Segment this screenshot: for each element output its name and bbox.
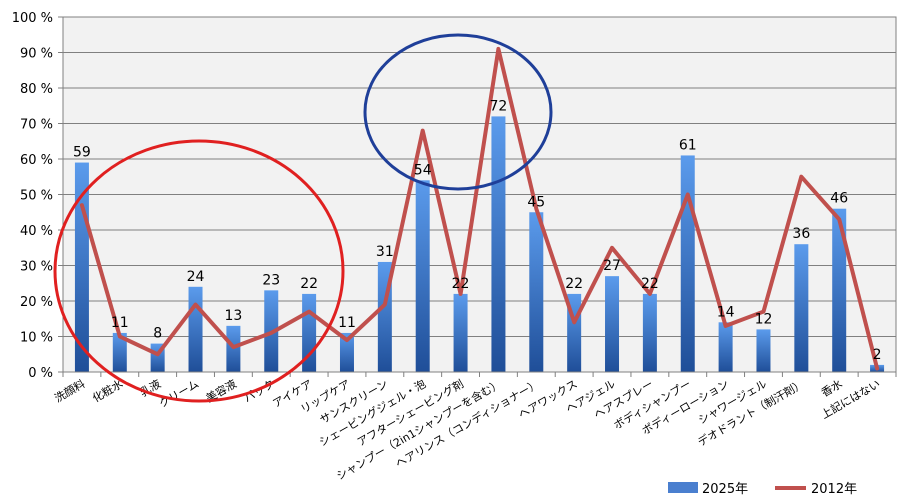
- y-tick-label: 100 %: [12, 11, 53, 26]
- bar: [112, 332, 127, 372]
- bar-data-label: 12: [755, 311, 773, 327]
- bar-data-label: 11: [338, 315, 356, 331]
- bar: [605, 276, 620, 372]
- bar: [642, 293, 657, 372]
- y-tick-label: 70 %: [20, 118, 53, 133]
- bar-data-label: 13: [224, 308, 242, 324]
- bar-data-label: 72: [490, 98, 508, 114]
- bar-data-label: 23: [262, 272, 280, 288]
- legend-label: 2025年: [702, 482, 748, 497]
- bar-data-label: 22: [641, 276, 659, 292]
- y-tick-label: 90 %: [20, 47, 53, 62]
- y-tick-label: 60 %: [20, 153, 53, 168]
- y-tick-label: 0 %: [28, 366, 53, 381]
- annotation-ellipse: [53, 139, 345, 403]
- bar-data-label: 59: [73, 145, 91, 161]
- y-tick-label: 20 %: [20, 295, 53, 310]
- bar: [718, 322, 733, 372]
- y-axis: 0 % 10 % 20 % 30 % 40 % 50 % 60 % 70 % 80 % 90 % 1…: [12, 11, 63, 381]
- x-tick-label: クリーム: [157, 377, 201, 410]
- y-tick-label: 10 %: [20, 331, 53, 346]
- legend-label: 2012年: [811, 482, 857, 497]
- bar-data-label: 54: [414, 162, 432, 178]
- y-tick-label: 40 %: [20, 224, 53, 239]
- bar: [680, 155, 695, 372]
- bar: [453, 293, 468, 372]
- x-tick-label: 香水: [819, 377, 845, 399]
- bar-data-label: 36: [792, 226, 810, 242]
- bar-data-label: 24: [187, 269, 205, 285]
- bar: [794, 244, 809, 372]
- annotations: [53, 33, 553, 403]
- bar-data-label: 22: [565, 276, 583, 292]
- bar: [529, 212, 544, 372]
- legend-swatch-bar: [668, 482, 698, 493]
- bar-data-label: 14: [717, 304, 735, 320]
- bar: [832, 208, 847, 372]
- bar-data-label: 22: [452, 276, 470, 292]
- y-tick-label: 30 %: [20, 260, 53, 275]
- bar: [756, 329, 771, 372]
- legend: 2025年 2012年: [668, 482, 857, 497]
- bar-data-label: 2: [873, 347, 882, 363]
- data-labels: 59 11 8 24 13 23 22 11 31 54 22 72 45 22 27 22 61 14 12 36 4…: [73, 98, 882, 363]
- bar-data-label: 45: [527, 194, 545, 210]
- bar-data-label: 11: [111, 315, 129, 331]
- series-line: [79, 46, 880, 371]
- bar-data-label: 8: [153, 326, 162, 342]
- bar: [491, 116, 506, 373]
- line-series: [79, 46, 880, 371]
- bar-data-label: 61: [679, 137, 697, 153]
- bar: [339, 332, 354, 372]
- y-tick-label: 80 %: [20, 82, 53, 97]
- bar-data-label: 31: [376, 244, 394, 260]
- bar: [188, 286, 203, 372]
- bar-data-label: 22: [300, 276, 318, 292]
- annotation-ellipse: [363, 33, 553, 191]
- bar: [415, 180, 430, 372]
- bar-data-label: 27: [603, 258, 621, 274]
- y-tick-label: 50 %: [20, 189, 53, 204]
- x-tick-label: 洗顔料: [52, 376, 88, 405]
- bar-data-label: 46: [830, 191, 848, 207]
